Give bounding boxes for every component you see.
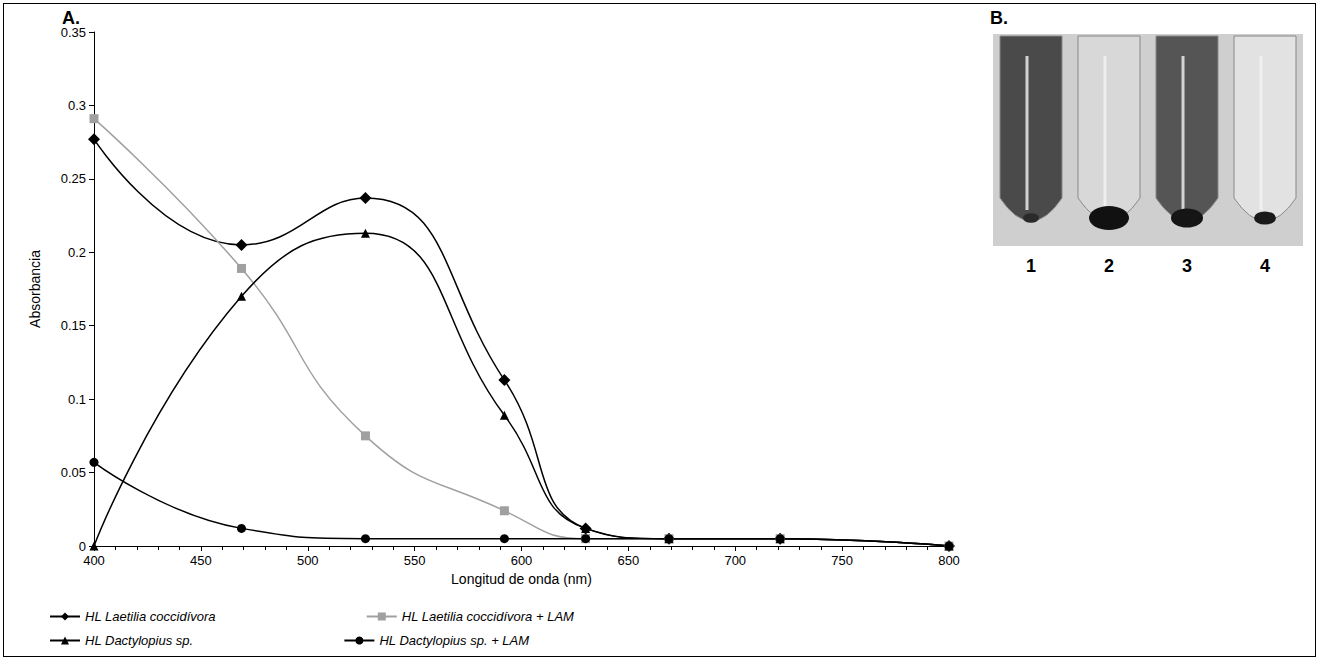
svg-text:0.15: 0.15 bbox=[61, 318, 86, 333]
svg-text:600: 600 bbox=[511, 553, 533, 568]
svg-text:4: 4 bbox=[1260, 256, 1270, 276]
svg-text:700: 700 bbox=[724, 553, 746, 568]
svg-text:HL Laetilia coccidívora + LAM: HL Laetilia coccidívora + LAM bbox=[402, 609, 574, 624]
svg-text:Longitud de onda (nm): Longitud de onda (nm) bbox=[451, 571, 592, 587]
svg-text:2: 2 bbox=[1104, 256, 1114, 276]
svg-text:0.05: 0.05 bbox=[61, 465, 86, 480]
html-text:A.: A. bbox=[62, 8, 80, 28]
svg-text:3: 3 bbox=[1182, 256, 1192, 276]
svg-text:HL Dactylopius sp. + LAM: HL Dactylopius sp. + LAM bbox=[379, 633, 529, 648]
svg-text:0.3: 0.3 bbox=[68, 98, 86, 113]
svg-text:450: 450 bbox=[190, 553, 212, 568]
svg-text:0: 0 bbox=[79, 539, 86, 554]
svg-text:Absorbancia: Absorbancia bbox=[27, 250, 43, 328]
svg-text:0.2: 0.2 bbox=[68, 245, 86, 260]
svg-text:0.1: 0.1 bbox=[68, 392, 86, 407]
svg-text:650: 650 bbox=[618, 553, 640, 568]
svg-text:400: 400 bbox=[83, 553, 105, 568]
svg-text:HL Laetilia coccidívora: HL Laetilia coccidívora bbox=[85, 609, 216, 624]
svg-text:500: 500 bbox=[297, 553, 319, 568]
svg-text:1: 1 bbox=[1026, 256, 1036, 276]
svg-text:800: 800 bbox=[938, 553, 960, 568]
html-text:B.: B. bbox=[990, 8, 1008, 28]
svg-text:550: 550 bbox=[404, 553, 426, 568]
svg-text:0.35: 0.35 bbox=[60, 24, 86, 40]
svg-text:750: 750 bbox=[831, 553, 853, 568]
svg-text:0.25: 0.25 bbox=[61, 171, 86, 186]
svg-text:HL Dactylopius sp.: HL Dactylopius sp. bbox=[85, 633, 193, 648]
